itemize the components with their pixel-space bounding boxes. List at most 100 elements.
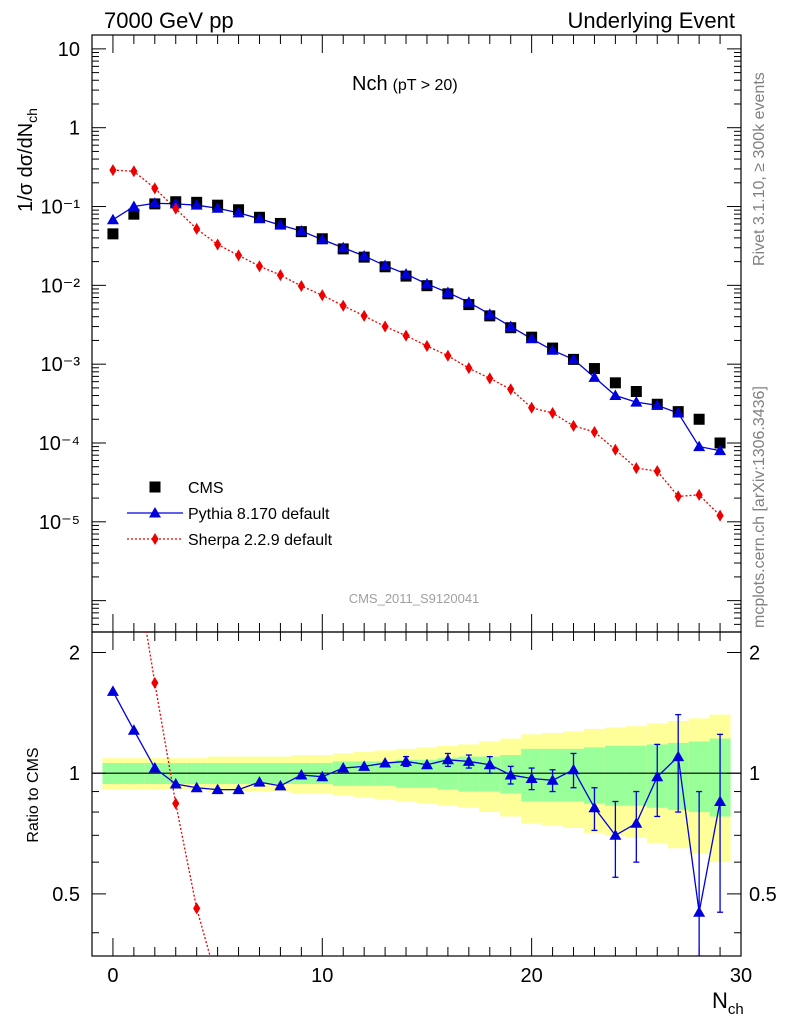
- legend-cms-marker: [149, 481, 161, 493]
- cms-point: [107, 228, 119, 240]
- pythia-point: [567, 353, 580, 364]
- pythia-point: [693, 440, 706, 452]
- sherpa-ratio-point: [172, 797, 180, 810]
- sherpa-point: [339, 299, 347, 312]
- analysis-watermark: CMS_2011_S9120041: [349, 591, 480, 606]
- ratio-xtick-label: 20: [521, 965, 543, 987]
- sherpa-point: [255, 260, 264, 273]
- pythia-ratio-point: [337, 762, 350, 773]
- ratio-ytick-label-left: 2: [69, 643, 80, 665]
- sherpa-point: [151, 182, 159, 195]
- pythia-ratio-point: [483, 758, 496, 770]
- pythia-ratio-line: [112, 691, 721, 913]
- ratio-xtick-label: 30: [730, 965, 752, 987]
- ratio-ytick-label-left: 0.5: [52, 884, 80, 906]
- sherpa-point: [130, 165, 138, 178]
- sherpa-point: [632, 462, 640, 475]
- ratio-band-inner: [625, 745, 647, 806]
- pythia-point: [211, 202, 224, 213]
- pythia-point: [379, 259, 392, 271]
- sherpa-point: [193, 222, 201, 235]
- pythia-ratio-point: [672, 750, 685, 762]
- legend-sherpa-marker: [151, 533, 159, 545]
- ratio-ytick-label-right: 2: [749, 643, 760, 665]
- rivet-version-label: Rivet 3.1.10, ≥ 300k events: [751, 72, 768, 266]
- pythia-ratio-point: [693, 906, 706, 917]
- ratio-frame: [91, 631, 742, 957]
- pythia-ratio-point: [651, 770, 664, 782]
- ratio-ytick-label-right: 0.5: [749, 884, 777, 906]
- sherpa-point: [172, 202, 180, 215]
- pythia-point: [630, 396, 643, 407]
- pythia-point: [148, 197, 161, 208]
- pythia-point: [714, 444, 727, 456]
- source-label: mcplots.cern.ch [arXiv:1306.3436]: [751, 386, 768, 628]
- pythia-point: [358, 249, 371, 261]
- pythia-ratio-point: [232, 783, 245, 795]
- cms-point: [128, 208, 140, 220]
- legend-entry-label: Pythia 8.170 default: [188, 506, 330, 523]
- pythia-ratio-point: [127, 724, 140, 735]
- pythia-point: [588, 371, 601, 382]
- pythia-point: [441, 286, 454, 298]
- pythia-ratio-point: [148, 762, 161, 773]
- sherpa-point: [423, 340, 431, 353]
- legend-entry-label: Sherpa 2.2.9 default: [188, 532, 333, 549]
- pythia-ratio-point: [169, 777, 182, 789]
- sherpa-point: [402, 329, 410, 342]
- pythia-ratio-point: [462, 755, 475, 766]
- ratio-xtick-label: 0: [107, 965, 118, 987]
- pythia-ratio-point: [609, 829, 622, 840]
- pythia-ratio-point: [316, 770, 329, 782]
- pythia-point: [127, 200, 140, 212]
- main-ytick-label: 10⁻⁴: [39, 433, 80, 455]
- pythia-ratio-point: [630, 817, 643, 828]
- main-ylabel: 1/σ dσ/dNch: [15, 108, 40, 212]
- sherpa-ratio-point: [214, 977, 221, 989]
- pythia-ratio-point: [441, 753, 454, 765]
- pythia-point: [253, 212, 266, 224]
- pythia-ratio-point: [714, 795, 727, 806]
- main-ytick-label: 10: [58, 39, 80, 61]
- sherpa-point: [716, 509, 724, 522]
- pythia-ratio-point: [588, 801, 601, 813]
- main-ytick-label: 10⁻¹: [41, 197, 81, 219]
- pythia-ratio-point: [253, 776, 266, 787]
- ratio-band-inner: [688, 741, 710, 813]
- pythia-ratio-point: [190, 781, 203, 793]
- pythia-point: [483, 308, 496, 319]
- sherpa-point: [569, 419, 578, 432]
- sherpa-point: [276, 269, 285, 282]
- ratio-band-inner: [604, 745, 626, 806]
- plot-title: Nch (pT > 20): [352, 73, 458, 95]
- sherpa-point: [318, 289, 326, 302]
- pythia-point: [274, 219, 287, 230]
- header-right: Underlying Event: [567, 8, 735, 33]
- main-series: [106, 164, 727, 522]
- pythia-ratio-point: [567, 763, 580, 775]
- pythia-point: [504, 320, 517, 332]
- ratio-band-inner: [583, 747, 605, 804]
- pythia-ratio-point: [295, 768, 308, 780]
- sherpa-point: [653, 465, 661, 478]
- sherpa-point: [590, 425, 599, 438]
- legend: CMS Pythia 8.170 default Sherpa 2.2.9 defa…: [127, 480, 333, 549]
- pythia-ratio-point: [379, 757, 392, 768]
- plot-title-main: Nch: [352, 73, 388, 95]
- sherpa-point: [695, 488, 703, 501]
- pythia-point: [232, 206, 245, 218]
- header-left: 7000 GeV pp: [104, 8, 234, 33]
- sherpa-point: [507, 383, 515, 396]
- plot-title-sub: (pT > 20): [393, 77, 458, 94]
- sherpa-line: [112, 169, 721, 517]
- ratio-band-inner: [479, 756, 501, 792]
- sherpa-ratio-point: [193, 902, 201, 915]
- main-axes: 10⁻⁵ 10⁻⁴ 10⁻³ 10⁻² 10⁻¹ 1 10: [39, 34, 742, 633]
- sherpa-point: [548, 407, 557, 420]
- pythia-ratio-point: [504, 768, 517, 780]
- pythia-point: [546, 344, 559, 355]
- sherpa-point: [465, 362, 473, 375]
- pythia-point: [462, 296, 475, 307]
- pythia-ratio-point: [106, 685, 119, 696]
